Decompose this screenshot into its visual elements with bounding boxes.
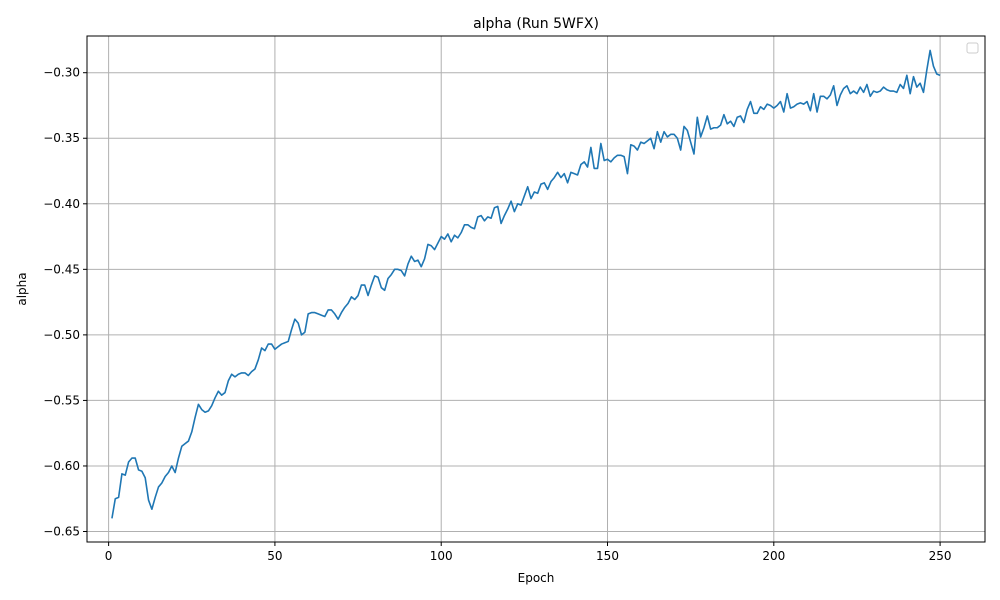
chart-title: alpha (Run 5WFX) <box>473 16 599 32</box>
x-tick-label: 150 <box>596 549 619 563</box>
y-axis-title: alpha <box>15 272 29 305</box>
x-tick-label: 100 <box>430 549 453 563</box>
y-tick-label: −0.30 <box>43 66 80 80</box>
series-line-alpha <box>111 49 941 519</box>
y-tick-label: −0.45 <box>43 262 80 276</box>
plot-frame <box>86 35 986 543</box>
y-tick-label: −0.35 <box>43 131 80 145</box>
legend-box <box>966 42 979 54</box>
x-tick-label: 250 <box>929 549 952 563</box>
grid <box>87 36 985 542</box>
y-tick-label: −0.50 <box>43 328 80 342</box>
y-tick-label: −0.65 <box>43 525 80 539</box>
x-tick-label: 50 <box>267 549 282 563</box>
x-axis-ticks: 0 50 100 150 200 250 <box>105 542 952 563</box>
y-tick-label: −0.40 <box>43 197 80 211</box>
x-axis-title: Epoch <box>518 571 555 585</box>
y-tick-label: −0.60 <box>43 459 80 473</box>
x-tick-label: 0 <box>105 549 113 563</box>
series-layer <box>111 49 941 519</box>
x-tick-label: 200 <box>762 549 785 563</box>
y-tick-label: −0.55 <box>43 393 80 407</box>
y-axis-ticks: −0.65 −0.60 −0.55 −0.50 −0.45 −0.40 −0.35 −0.30 <box>43 66 87 539</box>
